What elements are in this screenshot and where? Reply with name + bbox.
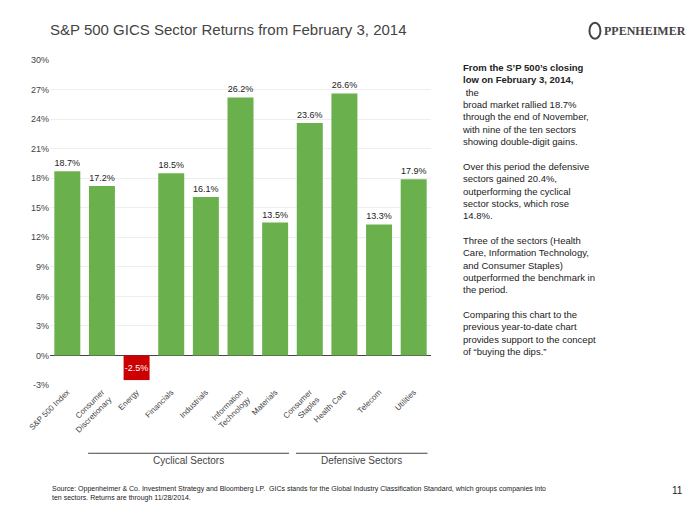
svg-text:PPENHEIMER: PPENHEIMER xyxy=(604,24,686,38)
svg-text:26.2%: 26.2% xyxy=(228,84,254,94)
svg-text:Source: Oppenheimer & Co. Inve: Source: Oppenheimer & Co. Investment Str… xyxy=(52,485,546,502)
svg-text:Energy: Energy xyxy=(117,388,141,412)
svg-text:24%: 24% xyxy=(31,114,49,124)
svg-text:15%: 15% xyxy=(31,203,49,213)
svg-text:11: 11 xyxy=(672,485,683,496)
svg-text:-3%: -3% xyxy=(33,380,49,390)
svg-text:ConsumerDiscretionary: ConsumerDiscretionary xyxy=(67,388,114,435)
svg-text:26.6%: 26.6% xyxy=(332,80,358,90)
svg-text:12%: 12% xyxy=(31,232,49,242)
svg-text:27%: 27% xyxy=(31,85,49,95)
svg-text:9%: 9% xyxy=(36,262,49,272)
svg-text:Health Care: Health Care xyxy=(312,387,349,424)
svg-text:17.9%: 17.9% xyxy=(401,166,427,176)
svg-text:23.6%: 23.6% xyxy=(297,110,323,120)
svg-text:30%: 30% xyxy=(31,55,49,65)
svg-text:3%: 3% xyxy=(36,321,49,331)
svg-text:Industrials: Industrials xyxy=(178,388,210,420)
svg-text:21%: 21% xyxy=(31,144,49,154)
svg-text:16.1%: 16.1% xyxy=(193,184,219,194)
svg-text:17.2%: 17.2% xyxy=(89,173,115,183)
svg-text:Defensive Sectors: Defensive Sectors xyxy=(321,455,402,466)
svg-text:6%: 6% xyxy=(36,292,49,302)
svg-text:ConsumerStaples: ConsumerStaples xyxy=(282,388,322,428)
svg-text:S&P 500 Index: S&P 500 Index xyxy=(28,388,72,432)
svg-text:18.7%: 18.7% xyxy=(55,158,81,168)
svg-text:0%: 0% xyxy=(36,351,49,361)
svg-text:Telecom: Telecom xyxy=(356,388,384,416)
svg-text:Materials: Materials xyxy=(250,388,279,417)
svg-text:Financials: Financials xyxy=(144,388,176,420)
svg-text:18.5%: 18.5% xyxy=(158,160,184,170)
svg-text:Cyclical Sectors: Cyclical Sectors xyxy=(153,455,224,466)
svg-text:InformationTechnology: InformationTechnology xyxy=(210,388,252,430)
svg-text:13.3%: 13.3% xyxy=(366,211,392,221)
svg-text:-2.5%: -2.5% xyxy=(125,363,149,373)
svg-text:S&P 500 GICS Sector Returns fr: S&P 500 GICS Sector Returns from Februar… xyxy=(50,21,407,38)
svg-text:Utilities: Utilities xyxy=(393,388,418,413)
svg-text:From the S’P 500’s closinglow: From the S’P 500’s closinglow on Februar… xyxy=(462,62,596,357)
svg-text:13.5%: 13.5% xyxy=(262,210,288,220)
svg-text:18%: 18% xyxy=(31,173,49,183)
